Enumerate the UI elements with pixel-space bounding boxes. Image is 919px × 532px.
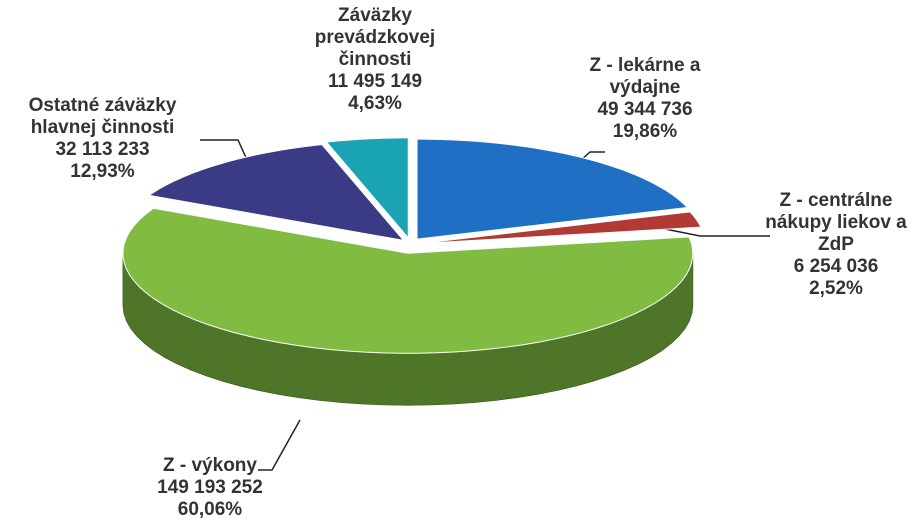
label-percent: 12,93%: [70, 161, 135, 182]
slice: [416, 138, 689, 240]
slice-label: Z - výkony 149 193 252 60,06%: [120, 455, 300, 521]
leader-line: [659, 227, 770, 237]
label-value: 32 113 233: [55, 139, 150, 160]
label-percent: 60,06%: [177, 499, 243, 520]
slice-label: Z - centrálne nákupy liekov a ZdP 6 254 0…: [752, 190, 919, 300]
label-value: 149 193 252: [157, 477, 263, 498]
slice: [147, 144, 405, 242]
label-category: Záväzky prevádzkovej činnosti: [314, 5, 436, 70]
label-percent: 2,52%: [809, 278, 863, 299]
label-category: Z - výkony: [163, 455, 257, 476]
label-value: 49 344 736: [597, 99, 693, 120]
slice: [419, 211, 702, 245]
label-category: Ostatné záväzky hlavnej činnosti: [28, 95, 177, 138]
slice-label: Ostatné záväzky hlavnej činnosti 32 113 2…: [5, 95, 200, 183]
slice-label: Z - lekárne a výdajne 49 344 736 19,86%: [570, 55, 720, 143]
slice: [122, 207, 694, 354]
leader-line: [258, 419, 301, 471]
slice-tops: [122, 137, 702, 354]
label-category: Z - lekárne a výdajne: [589, 55, 701, 98]
label-percent: 4,63%: [348, 93, 402, 114]
label-value: 11 495 149: [327, 71, 423, 92]
label-value: 6 254 036: [793, 256, 879, 277]
label-category: Z - centrálne nákupy liekov a ZdP: [765, 190, 907, 255]
slice-label: Záväzky prevádzkovej činnosti 11 495 149 4…: [300, 5, 450, 115]
slice: [325, 137, 409, 240]
label-percent: 19,86%: [612, 121, 678, 142]
